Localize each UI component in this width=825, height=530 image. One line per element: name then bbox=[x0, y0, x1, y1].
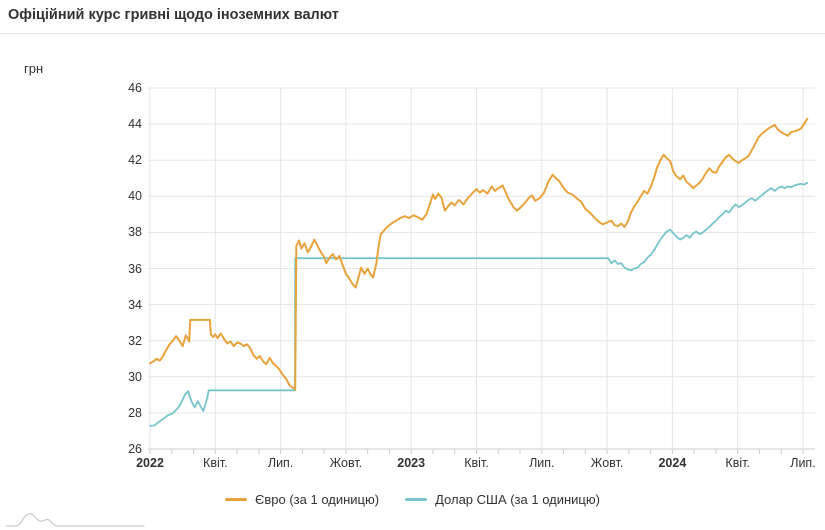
x-tick-label: Лип. bbox=[267, 456, 294, 470]
y-tick-label: 34 bbox=[128, 297, 142, 312]
y-tick-label: 32 bbox=[128, 333, 142, 348]
x-tick-label: Жовт. bbox=[590, 456, 624, 470]
y-tick-label: 46 bbox=[128, 81, 142, 95]
y-tick-label: 38 bbox=[128, 225, 142, 240]
x-tick-label: Квіт. bbox=[464, 456, 489, 470]
x-tick-label: 2023 bbox=[397, 456, 426, 470]
series-euro-line[interactable] bbox=[149, 117, 809, 391]
x-tick-label: Квіт. bbox=[203, 456, 228, 470]
y-tick-label: 26 bbox=[128, 442, 142, 456]
y-tick-label: 28 bbox=[128, 405, 142, 420]
legend-label-usd: Долар США (за 1 одиницю) bbox=[435, 492, 600, 507]
series-usd-line[interactable] bbox=[149, 181, 809, 427]
x-tick-label: Лип. bbox=[790, 456, 816, 470]
y-axis-unit-label: грн bbox=[24, 61, 44, 76]
y-tick-label: 44 bbox=[128, 117, 142, 132]
legend-item-usd[interactable]: Долар США (за 1 одиницю) bbox=[405, 492, 600, 507]
y-tick-label: 42 bbox=[128, 153, 142, 168]
legend-item-euro[interactable]: Євро (за 1 одиницю) bbox=[225, 492, 379, 507]
x-tick-label: 2022 bbox=[136, 456, 164, 470]
page-title: Офіційний курс гривні щодо іноземних вал… bbox=[8, 7, 339, 23]
x-tick-label: Жовт. bbox=[329, 456, 363, 470]
y-tick-label: 40 bbox=[128, 189, 142, 204]
y-tick-label: 30 bbox=[128, 369, 142, 384]
y-tick-label: 36 bbox=[128, 261, 142, 276]
x-tick-label: 2024 bbox=[658, 456, 687, 470]
x-tick-label: Лип. bbox=[529, 456, 555, 470]
legend-label-euro: Євро (за 1 одиницю) bbox=[255, 492, 380, 507]
chart-legend: Євро (за 1 одиницю) Долар США (за 1 один… bbox=[0, 492, 825, 507]
euro-line-swatch-icon bbox=[225, 498, 248, 501]
x-tick-label: Квіт. bbox=[725, 456, 750, 470]
usd-line-swatch-icon bbox=[405, 498, 428, 501]
chart-plot-area[interactable] bbox=[0, 0, 825, 490]
wave-watermark-icon bbox=[5, 513, 145, 527]
title-divider bbox=[0, 33, 825, 34]
